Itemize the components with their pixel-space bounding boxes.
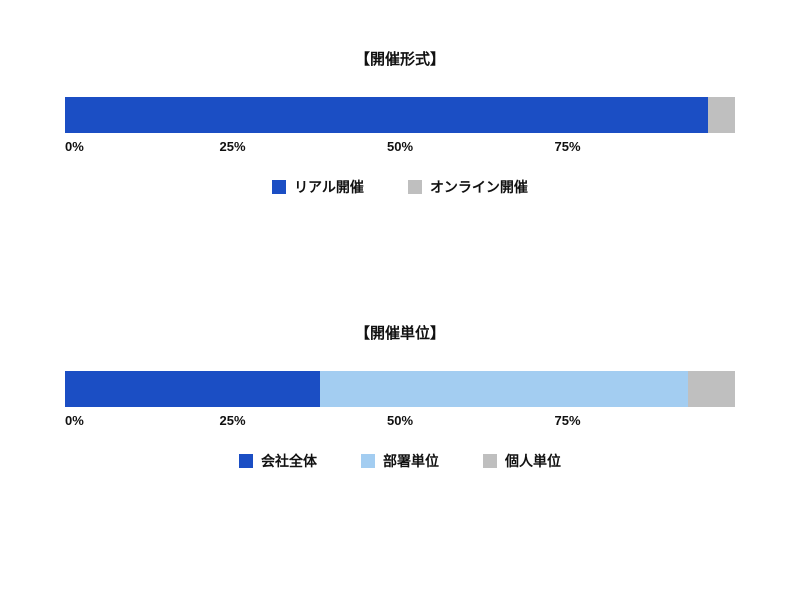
legend-label: 会社全体 xyxy=(261,451,317,471)
swatch-icon xyxy=(483,454,497,468)
chart-format: 【開催形式】 0% 25% 50% 75% リアル開催 オンライン開催 xyxy=(65,48,735,197)
legend-item-real: リアル開催 xyxy=(272,177,364,197)
bar-seg-online xyxy=(708,97,735,133)
tick: 0% xyxy=(65,139,84,154)
tick: 25% xyxy=(219,139,245,154)
legend-item-online: オンライン開催 xyxy=(408,177,528,197)
legend-unit: 会社全体 部署単位 個人単位 xyxy=(65,451,735,471)
chart-unit: 【開催単位】 0% 25% 50% 75% 会社全体 部署単位 個人単位 xyxy=(65,322,735,471)
chart-title-format: 【開催形式】 xyxy=(65,48,735,69)
legend-format: リアル開催 オンライン開催 xyxy=(65,177,735,197)
legend-item-indiv: 個人単位 xyxy=(483,451,561,471)
tick: 0% xyxy=(65,413,84,428)
bar-seg-indiv xyxy=(688,371,735,407)
bar-track-format xyxy=(65,97,735,133)
legend-item-company: 会社全体 xyxy=(239,451,317,471)
x-axis-unit: 0% 25% 50% 75% xyxy=(65,413,735,437)
swatch-icon xyxy=(361,454,375,468)
bar-track-unit xyxy=(65,371,735,407)
chart-title-unit: 【開催単位】 xyxy=(65,322,735,343)
legend-item-dept: 部署単位 xyxy=(361,451,439,471)
x-axis-format: 0% 25% 50% 75% xyxy=(65,139,735,163)
swatch-icon xyxy=(408,180,422,194)
swatch-icon xyxy=(239,454,253,468)
legend-label: リアル開催 xyxy=(294,177,364,197)
bar-seg-dept xyxy=(320,371,689,407)
legend-label: 部署単位 xyxy=(383,451,439,471)
tick: 75% xyxy=(554,413,580,428)
bar-seg-real xyxy=(65,97,708,133)
tick: 75% xyxy=(554,139,580,154)
tick: 25% xyxy=(219,413,245,428)
tick: 50% xyxy=(387,139,413,154)
tick: 50% xyxy=(387,413,413,428)
legend-label: オンライン開催 xyxy=(430,177,528,197)
legend-label: 個人単位 xyxy=(505,451,561,471)
bar-seg-company xyxy=(65,371,320,407)
swatch-icon xyxy=(272,180,286,194)
